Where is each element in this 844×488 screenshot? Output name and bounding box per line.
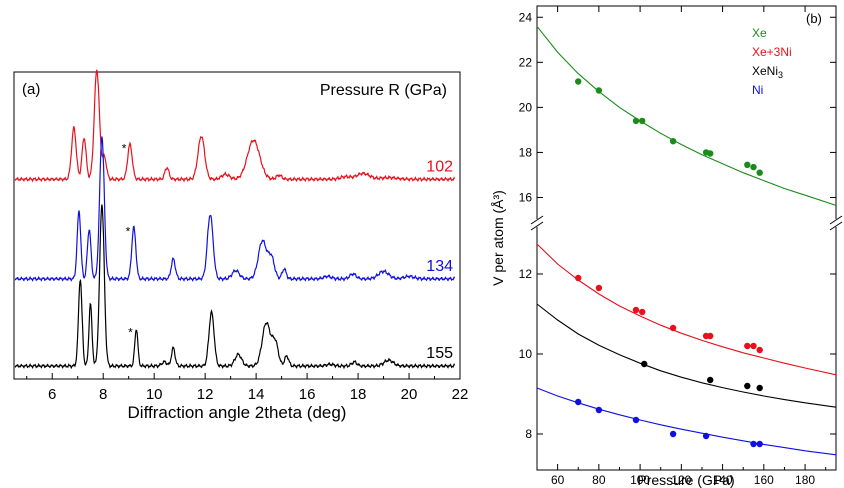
x-tick-label: 8 [99,386,107,403]
data-point-xeni3 [641,360,648,368]
data-point-ni [632,416,640,424]
x-axis-title: Diffraction angle 2theta (deg) [128,403,347,422]
y-tick-label: 10 [519,347,533,361]
panel-a-diffraction-chart: (a) Pressure R (GPa) Diffraction angle 2… [13,69,469,422]
panel-b-label: (b) [806,11,822,26]
diffraction-traces: 102 * 134 * 155 * [14,69,456,370]
x-tick-label: 12 [197,386,214,403]
x-tick-label: 160 [754,473,774,487]
legend-item-xe: Xe [752,26,767,40]
data-point-xe [750,163,757,171]
x-tick-label: 22 [452,386,469,403]
legend-item-ni: Ni [752,83,763,97]
trace-134 [14,136,456,282]
asterisk-marker: * [128,326,133,340]
data-point-ni [702,432,710,440]
axis-break-gap-right [830,219,842,227]
data-point-xeni3 [756,384,763,392]
legend-title: Pressure R (GPa) [320,82,447,99]
data-point-xe [595,87,603,94]
data-point-xe-3ni [632,306,640,314]
data-point-xe [639,117,646,125]
axis-break-mark [530,215,544,225]
data-point-xe-3ni [744,342,751,350]
trace-155 [14,204,456,370]
data-point-xe [632,117,640,125]
trace-102 [14,69,456,183]
fit-curve-xe-3ni [536,243,837,376]
y-tick-label: 18 [519,145,533,159]
data-point-xe [744,161,751,168]
x-tick-label: 10 [146,386,163,403]
data-point-xe-3ni [669,324,677,332]
x-tick-label: 6 [48,386,56,403]
y-axis-title: V per atom (Å³) [490,190,506,286]
x-tick-label: 140 [713,473,733,487]
data-point-xe-3ni [639,308,646,316]
x-axis: 6 8 10 12 14 16 18 20 22 [26,373,469,403]
x-tick-label: 14 [248,386,265,403]
legend: Xe Xe+3Ni XeNi3 Ni [752,26,792,97]
y-tick-label: 22 [519,55,533,69]
y-tick-label: 8 [525,427,532,441]
x-axis-title: Pressure (GPa) [637,472,734,488]
y-tick-label: 20 [519,100,533,114]
x-tick-label: 80 [592,473,606,487]
panel-a-label: (a) [22,81,40,98]
data-point-ni [575,398,582,406]
data-point-xe [575,78,582,85]
data-point-xeni3 [744,382,751,390]
x-tick-label: 180 [795,473,815,487]
x-tick-label: 120 [671,473,691,487]
data-point-xe-3ni [595,284,603,292]
axis-break-mark-right [829,215,843,225]
asterisk-marker: * [122,141,127,155]
data-point-ni [756,440,763,448]
y-tick-label: 24 [519,10,533,24]
axis-break-gap [531,219,543,227]
asterisk-marker: * [126,224,131,238]
data-point-xe-3ni [575,274,582,282]
data-point-ni [669,430,677,438]
x-tick-label: 16 [299,386,316,403]
panel-b-volume-chart: (b) Pressure (GPa) V per atom (Å³) Xe Xe… [490,5,843,488]
axis-break-mark [530,221,544,231]
data-point-xe [756,169,763,176]
y-tick-label: 16 [519,190,533,204]
trace-label-155: 155 [426,345,453,362]
legend-item-xeni3: XeNi3 [752,64,783,80]
data-point-ni [750,440,757,448]
panel-b-frame [536,5,837,471]
y-tick-label: 12 [519,267,533,281]
panel-a-frame [13,71,461,380]
legend-item-xe-3ni: Xe+3Ni [752,45,792,59]
axes: 60 80 100 120 140 160 180 16 18 20 22 24 8 10 12 [519,6,843,487]
trace-label-134: 134 [426,258,453,275]
fit-curve-ni [536,387,837,456]
x-tick-label: 18 [350,386,367,403]
data-point-ni [595,406,603,414]
fit-curve-xe [536,25,837,206]
fit-curve-xeni3 [536,303,837,408]
data-series [536,25,837,456]
data-point-xeni3 [707,376,714,384]
axis-break-mark-right [829,221,843,231]
x-tick-label: 100 [630,473,650,487]
data-point-xe-3ni [756,346,763,354]
x-tick-label: 20 [401,386,418,403]
data-point-xe-3ni [750,342,757,350]
data-point-xe [669,138,677,145]
x-tick-label: 60 [551,473,565,487]
data-point-xe [707,150,714,157]
data-point-xe-3ni [707,332,714,340]
trace-label-102: 102 [426,158,453,175]
